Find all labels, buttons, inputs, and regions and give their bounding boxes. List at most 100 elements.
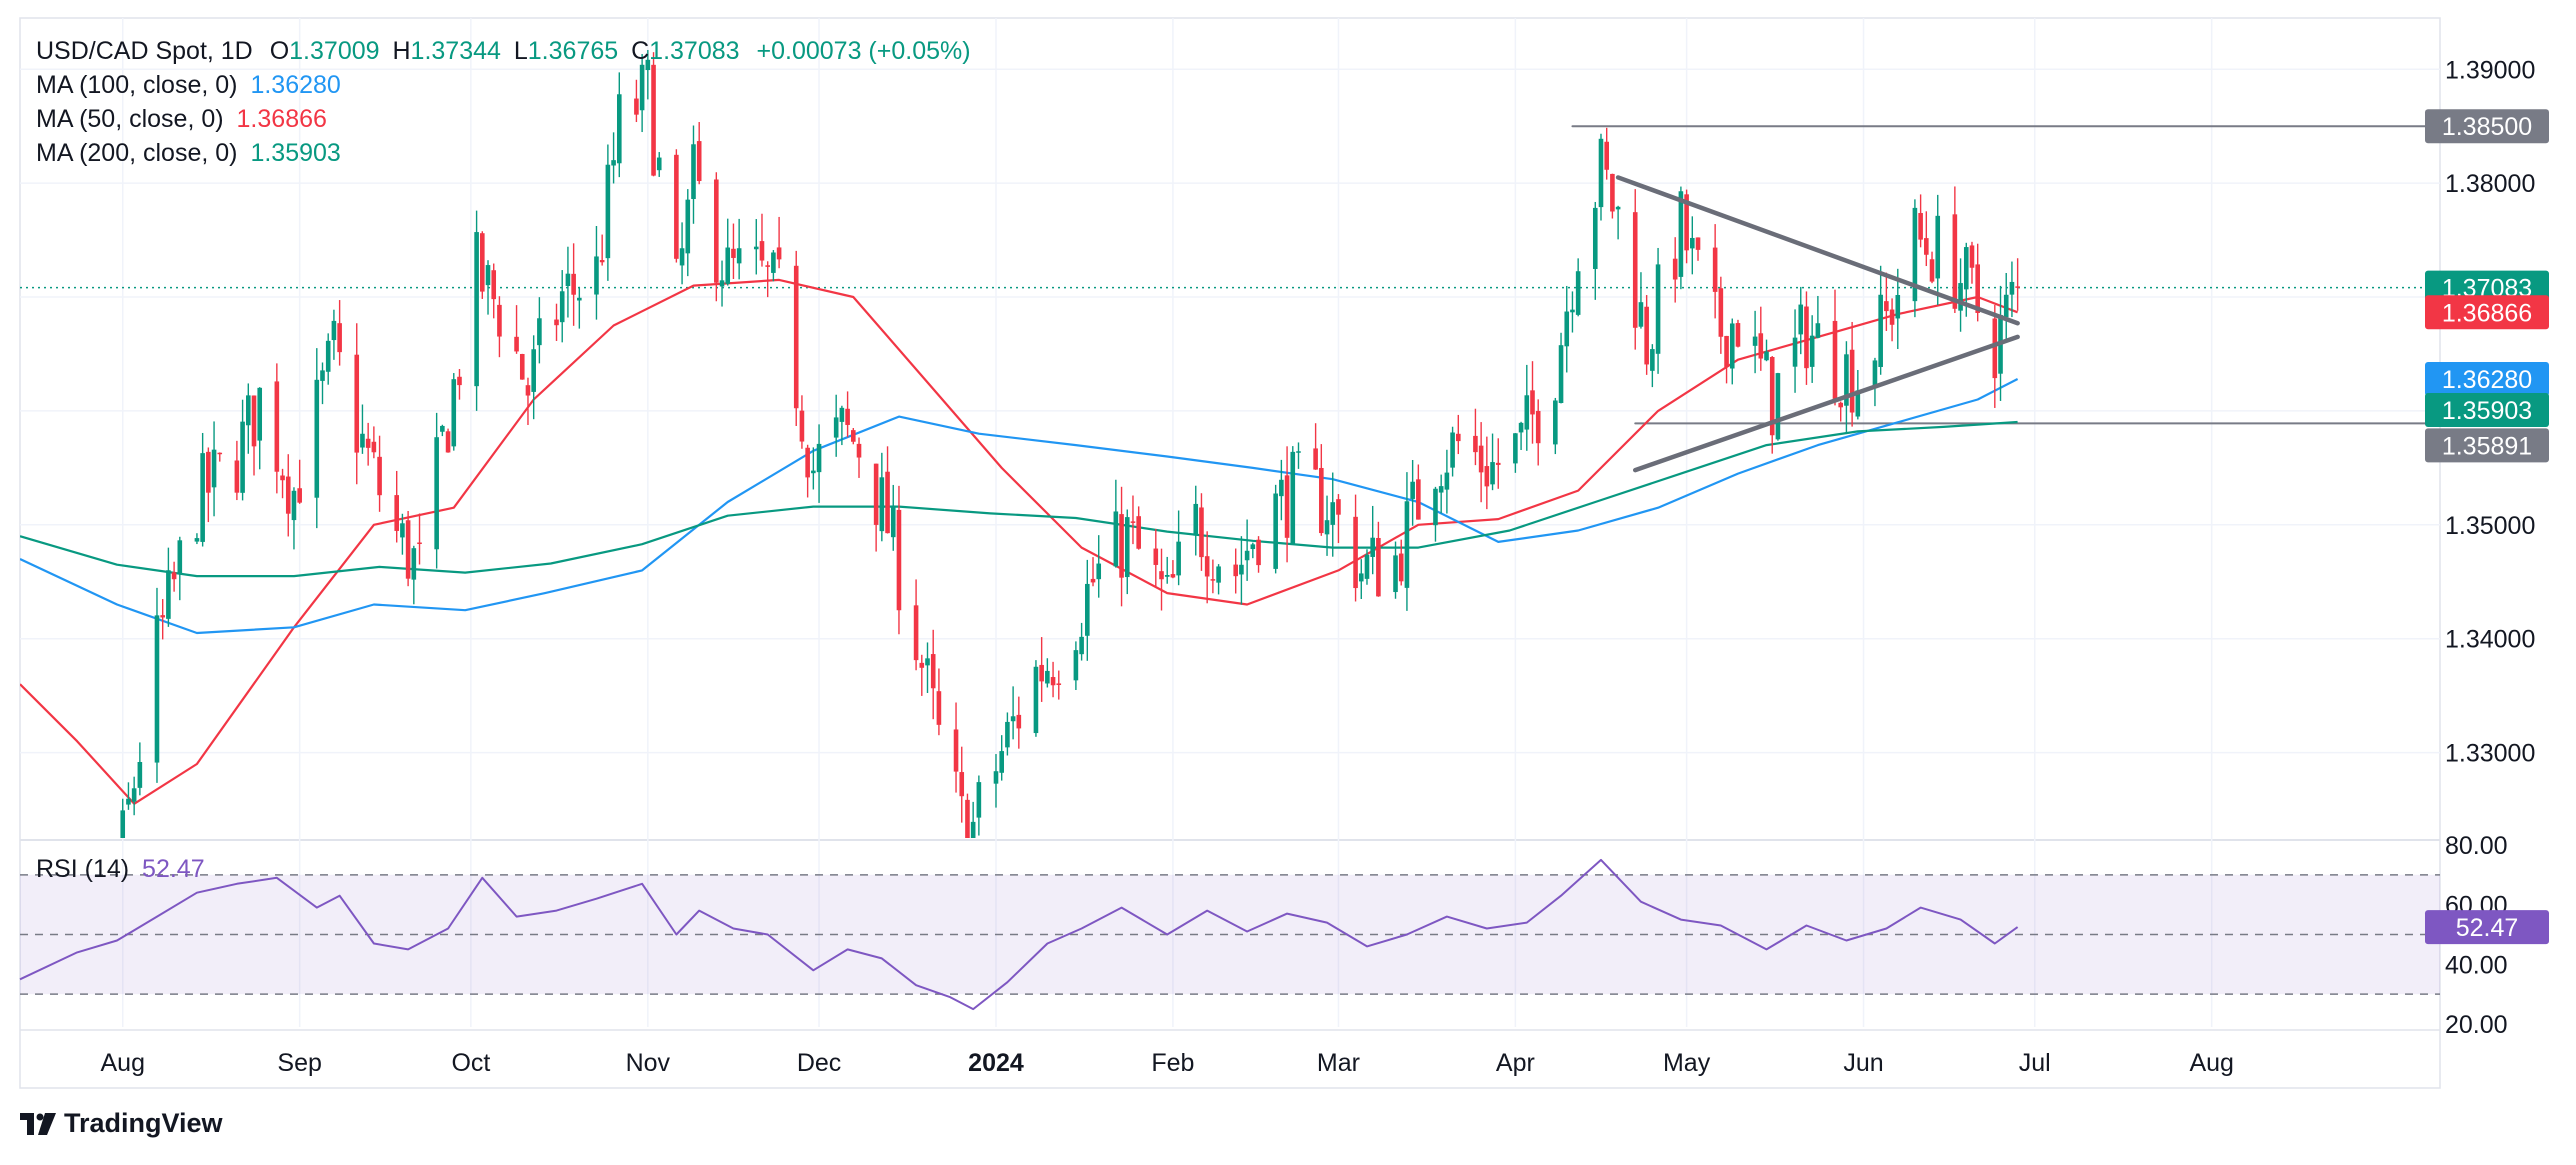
candle-down <box>1884 301 1889 312</box>
candle-down <box>1889 309 1895 325</box>
candle-up <box>1085 583 1090 636</box>
price-tag-text: 52.47 <box>2456 914 2519 942</box>
candle-down <box>1758 333 1764 359</box>
time-tick-label: May <box>1663 1049 1711 1077</box>
ma-line <box>20 278 2018 805</box>
candle-down <box>1313 448 1318 470</box>
candle-down <box>1473 435 1478 453</box>
candle-up <box>1564 311 1570 347</box>
candle-up <box>1193 503 1199 536</box>
high-value: 1.37344 <box>410 37 501 65</box>
rsi-tick-label: 20.00 <box>2445 1011 2508 1039</box>
candle-down <box>1090 578 1096 583</box>
price-tag: 1.35903 <box>2425 392 2549 427</box>
brand-label: TradingView <box>64 1108 223 1138</box>
ma100-label: MA (100, close, 0) <box>36 71 238 99</box>
candle-down <box>1170 574 1176 578</box>
candle-down <box>1210 579 1216 581</box>
candle-up <box>1570 309 1575 313</box>
candle-down <box>297 488 302 503</box>
candle-up <box>1895 294 1901 319</box>
candle-down <box>965 799 970 838</box>
candle-down <box>1056 683 1062 685</box>
price-tag-text: 1.35891 <box>2442 432 2532 460</box>
candle-down <box>160 615 165 618</box>
candle-up <box>1296 451 1301 453</box>
candle-up <box>1792 337 1798 367</box>
candle-up <box>1638 302 1644 327</box>
candle-up <box>1575 271 1581 315</box>
candle-down <box>497 304 502 337</box>
candle-down <box>1478 445 1484 473</box>
candle-up <box>1433 488 1438 526</box>
candle-down <box>776 247 782 260</box>
candle-down <box>2015 286 2020 288</box>
candle-down <box>1256 539 1261 566</box>
candle-down <box>394 495 399 531</box>
time-tick-label: Sep <box>277 1049 321 1077</box>
candle-down <box>1735 323 1741 347</box>
candle-down <box>1718 288 1724 337</box>
candle-down <box>1119 514 1124 578</box>
close-label: C <box>631 37 650 65</box>
candle-up <box>993 771 999 784</box>
chart-legend: USD/CAD Spot, 1D O1.37009 H1.37344 L1.36… <box>36 34 971 170</box>
price-tag-bg <box>2425 109 2549 144</box>
high-label: H <box>392 37 411 65</box>
candle-down <box>1684 194 1689 251</box>
candle-up <box>736 248 742 264</box>
candle-down <box>1136 516 1141 549</box>
candle-up <box>1553 400 1558 445</box>
candle-up <box>691 144 696 199</box>
candle-down <box>674 154 679 259</box>
candlesticks <box>120 49 2020 838</box>
ma-line <box>20 378 2019 635</box>
candle-down <box>1838 402 1844 408</box>
candle-down <box>417 542 422 545</box>
candle-down <box>1456 433 1461 442</box>
candle-up <box>1239 564 1244 575</box>
ma100-row: MA (100, close, 0) 1.36280 <box>36 68 971 102</box>
time-tick-label: Aug <box>2189 1049 2233 1077</box>
candle-down <box>959 772 965 797</box>
candle-down <box>1724 335 1729 367</box>
candle-down <box>1050 677 1056 686</box>
candle-down <box>799 410 805 442</box>
candle-up <box>1370 537 1375 557</box>
candle-down <box>759 241 765 261</box>
open-value: 1.37009 <box>289 37 380 65</box>
candle-up <box>194 538 200 542</box>
rsi-tick-label: 40.00 <box>2445 951 2508 979</box>
price-tag-bg <box>2425 428 2549 463</box>
candle-down <box>251 395 257 447</box>
candle-up <box>1330 502 1336 525</box>
candle-up <box>1358 573 1364 582</box>
candle-up <box>1279 479 1284 497</box>
price-tag-bg <box>2425 295 2549 330</box>
candle-up <box>1096 563 1102 580</box>
candle-down <box>1199 507 1204 558</box>
rsi-legend-value: 52.47 <box>142 855 205 883</box>
candle-down <box>873 463 879 525</box>
candle-down <box>525 385 531 396</box>
price-tag: 1.36866 <box>2425 295 2549 330</box>
candle-up <box>879 477 885 532</box>
time-tick-label: Mar <box>1317 1049 1360 1077</box>
candle-up <box>1079 636 1084 655</box>
price-tag-bg <box>2425 362 2549 397</box>
candle-up <box>753 246 759 250</box>
candle-down <box>714 179 719 283</box>
candle-down <box>571 273 576 295</box>
candle-up <box>474 232 479 387</box>
candle-up <box>639 64 645 111</box>
rsi-background <box>20 874 2440 995</box>
low-value: 1.36765 <box>527 37 619 65</box>
candle-down <box>696 141 702 182</box>
tradingview-logo[interactable]: TradingView <box>20 1108 223 1139</box>
candle-up <box>1598 138 1604 208</box>
price-tick-label: 1.33000 <box>2445 740 2535 768</box>
candle-up <box>1364 554 1370 579</box>
candle-up <box>605 164 611 259</box>
